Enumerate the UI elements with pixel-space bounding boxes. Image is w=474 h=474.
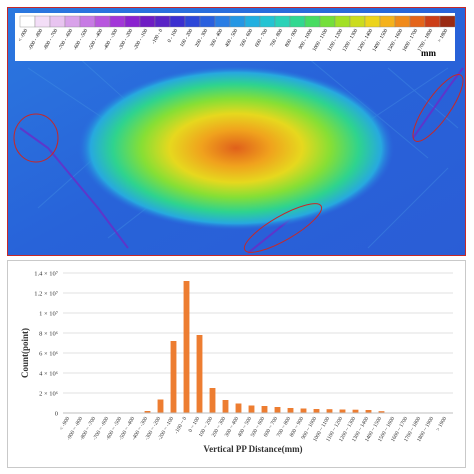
legend-swatch (274, 15, 291, 28)
y-axis-label: Count(point) (20, 328, 30, 378)
x-tick-label: < -900 (59, 416, 72, 432)
y-tick-label: 2 × 10⁶ (39, 391, 58, 398)
bars (131, 281, 385, 413)
legend-swatch (259, 15, 276, 28)
legend-swatch (169, 15, 186, 28)
bar (209, 388, 216, 413)
legend-swatch (109, 15, 126, 28)
histogram-panel: 0 2 × 10⁶ 4 × 10⁶ 6 × 10⁶ 8 × 10⁶ 1 × 10⁷ 1.2 … (7, 260, 466, 468)
y-tick-label: 8 × 10⁶ (39, 331, 58, 338)
legend-swatch (214, 15, 231, 28)
y-tick-label: 6 × 10⁶ (39, 351, 58, 358)
legend-swatch (304, 15, 321, 28)
hot-zone (78, 66, 394, 230)
bar (365, 410, 372, 413)
x-tick-label: -100 ~ 0 (174, 416, 189, 435)
histogram-chart: 0 2 × 10⁶ 4 × 10⁶ 6 × 10⁶ 8 × 10⁶ 1 × 10⁷ 1.2 … (20, 271, 453, 454)
bar (248, 405, 255, 413)
legend-swatch (424, 15, 441, 28)
bar (378, 411, 385, 413)
legend-swatch (139, 15, 156, 28)
x-tick-labels: < -900-900 ~ -800-800 ~ -700-700 ~ -600-… (59, 416, 449, 443)
y-tick-labels: 0 2 × 10⁶ 4 × 10⁶ 6 × 10⁶ 8 × 10⁶ 1 × 10⁷ 1.2 … (34, 271, 58, 418)
legend-swatch (439, 15, 456, 28)
legend-swatch (94, 15, 111, 28)
legend-swatch (199, 15, 216, 28)
grid (63, 272, 453, 414)
legend-swatch (379, 15, 396, 28)
legend-labels: < -900-900 - -800-800 - -700-700 - -600-… (17, 28, 449, 53)
distance-map-panel: < -900 -900 - -800 -800 - -700 -700 - -600-… (7, 7, 466, 256)
y-tick-label: 1.2 × 10⁷ (34, 291, 58, 298)
legend-swatch (154, 15, 171, 28)
y-tick-label: 1.4 × 10⁷ (34, 271, 58, 278)
distance-heatmap: < -900-900 - -800-800 - -700-700 - -600-… (8, 8, 465, 255)
x-tick-label: 0 ~ 100 (188, 416, 202, 434)
y-tick-label: 4 × 10⁶ (39, 371, 58, 378)
bar (339, 409, 346, 413)
bar (183, 281, 190, 413)
bar (287, 408, 294, 413)
bar (274, 407, 281, 413)
bar (326, 409, 333, 413)
bar (144, 411, 151, 413)
legend-swatch (349, 15, 366, 28)
bar (300, 408, 307, 413)
x-tick-label: > 1900 (435, 416, 448, 433)
legend-swatch (34, 15, 51, 28)
legend-swatch (334, 15, 351, 28)
legend-swatch (79, 15, 96, 28)
y-tick-label: 1 × 10⁷ (39, 311, 58, 318)
legend-swatch (49, 15, 66, 28)
bar (313, 409, 320, 413)
bar (261, 406, 268, 413)
legend-swatch (229, 15, 246, 28)
legend-swatch (409, 15, 426, 28)
legend-swatch (244, 15, 261, 28)
legend-swatch (394, 15, 411, 28)
bar (157, 399, 164, 413)
bar (352, 409, 359, 413)
bar (170, 341, 177, 413)
legend-swatch (19, 15, 36, 28)
legend-swatch (319, 15, 336, 28)
x-axis-label: Vertical PP Distance(mm) (203, 444, 302, 454)
legend-swatch (124, 15, 141, 28)
legend-swatch (364, 15, 381, 28)
bar (222, 400, 229, 413)
bar (235, 403, 242, 413)
legend-swatch (184, 15, 201, 28)
unit-label: mm (421, 48, 436, 58)
bar (196, 335, 203, 413)
legend-swatch (289, 15, 306, 28)
legend-swatches (19, 15, 456, 28)
y-tick-label: 0 (55, 411, 58, 418)
highlight-ellipses (13, 74, 464, 253)
legend-swatch (64, 15, 81, 28)
